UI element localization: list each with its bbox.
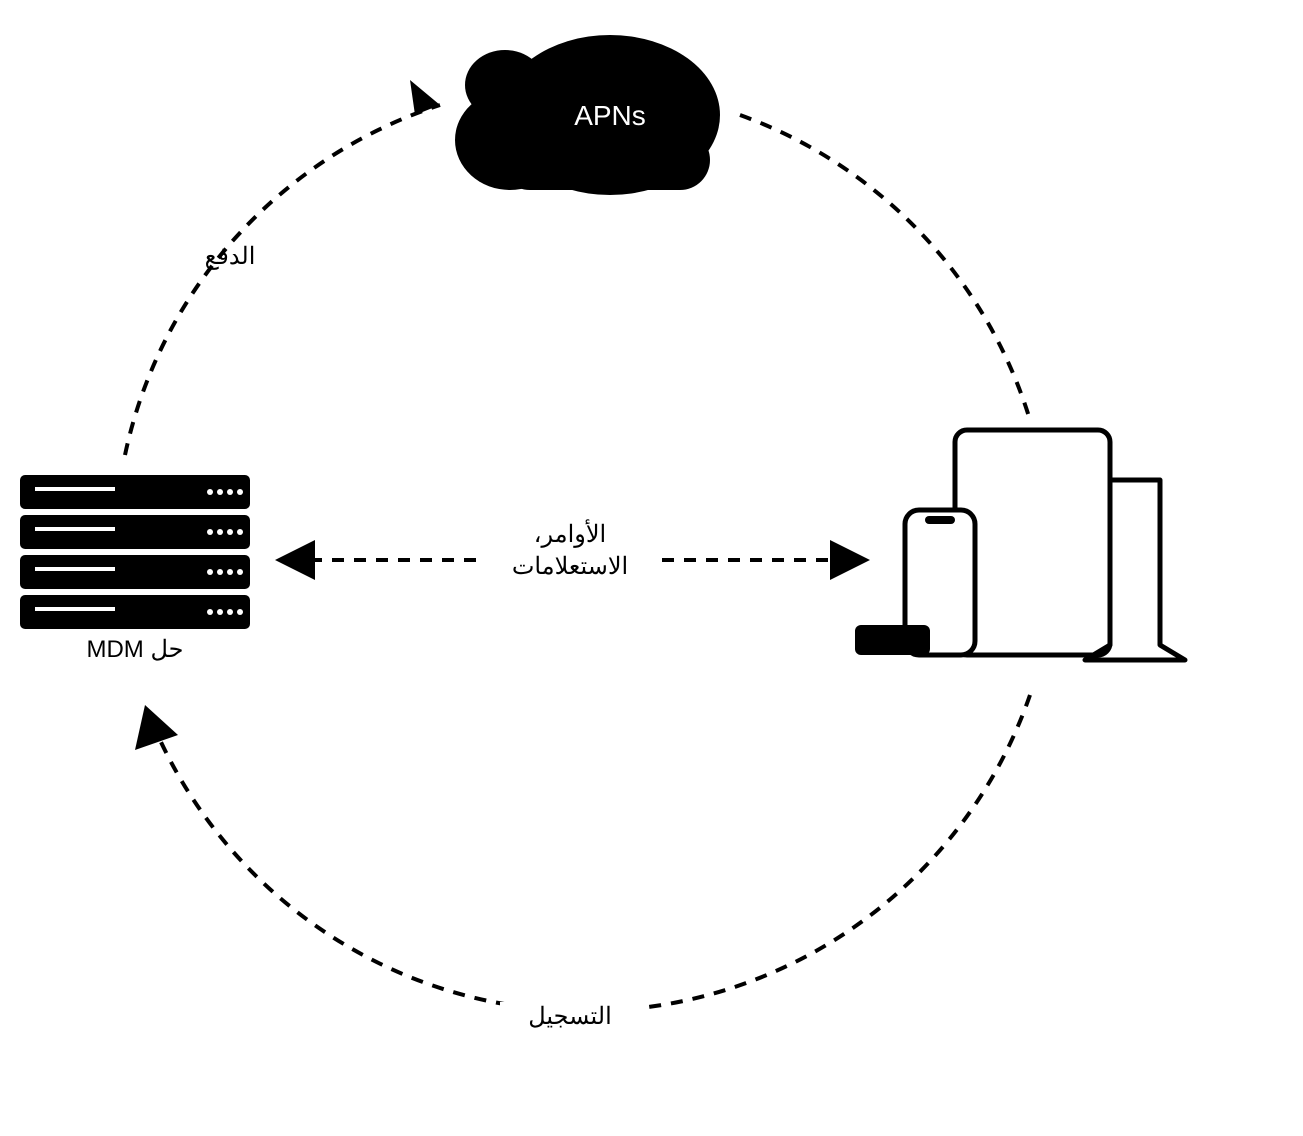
edge-cloud-to-devices [740, 115, 1030, 420]
arrow-push [410, 80, 440, 115]
cloud-label: APNs [550, 100, 670, 132]
arrow-commands-right [830, 540, 870, 580]
push-label: الدفع [180, 242, 280, 271]
arrow-commands-left [275, 540, 315, 580]
arrow-enrollment [135, 705, 178, 750]
server-node [20, 475, 250, 629]
commands-label-2: الاستعلامات [480, 552, 660, 581]
commands-label-1: الأوامر، [495, 520, 645, 549]
enrollment-label: التسجيل [500, 1002, 640, 1031]
server-label: حل MDM [60, 635, 210, 664]
edge-enrollment [160, 695, 1030, 1011]
edge-push [125, 105, 440, 455]
devices-node [855, 430, 1185, 660]
